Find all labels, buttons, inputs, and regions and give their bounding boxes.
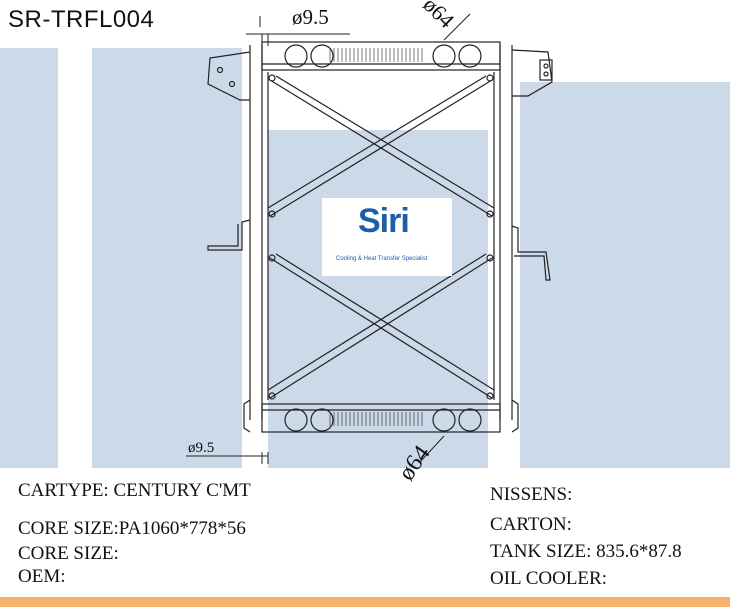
top-pipe-dimension: ø9.5 <box>292 5 329 29</box>
siri-logo: Siri Cooling & Heat Transfer Specialist <box>322 198 452 276</box>
spec-tank-size: TANK SIZE: 835.6*87.8 <box>490 541 682 562</box>
spec-oil-cooler: OIL COOLER: <box>490 568 607 589</box>
background-band-right <box>520 82 730 468</box>
logo-wordmark: Siri <box>358 202 410 240</box>
bottom-pipe-dimension: ø9.5 <box>188 440 214 456</box>
logo-tagline: Cooling & Heat Transfer Specialist <box>336 256 428 262</box>
spec-carton: CARTON: <box>490 514 572 535</box>
spec-core-size-secondary: CORE SIZE: <box>18 543 119 564</box>
background-band-mid <box>92 48 242 468</box>
spec-cartype: CARTYPE: CENTURY C'MT <box>18 480 251 501</box>
part-number-title: SR-TRFL004 <box>8 6 155 33</box>
background-band-left <box>0 48 58 468</box>
bottom-accent-band <box>0 597 730 607</box>
bottom-outlet-dimension: ø64 <box>394 441 436 485</box>
spec-core-size: CORE SIZE:PA1060*778*56 <box>18 518 246 539</box>
spec-oem: OEM: <box>18 566 66 587</box>
top-inlet-dimension: ø64 <box>418 0 459 33</box>
spec-nissens: NISSENS: <box>490 484 573 505</box>
